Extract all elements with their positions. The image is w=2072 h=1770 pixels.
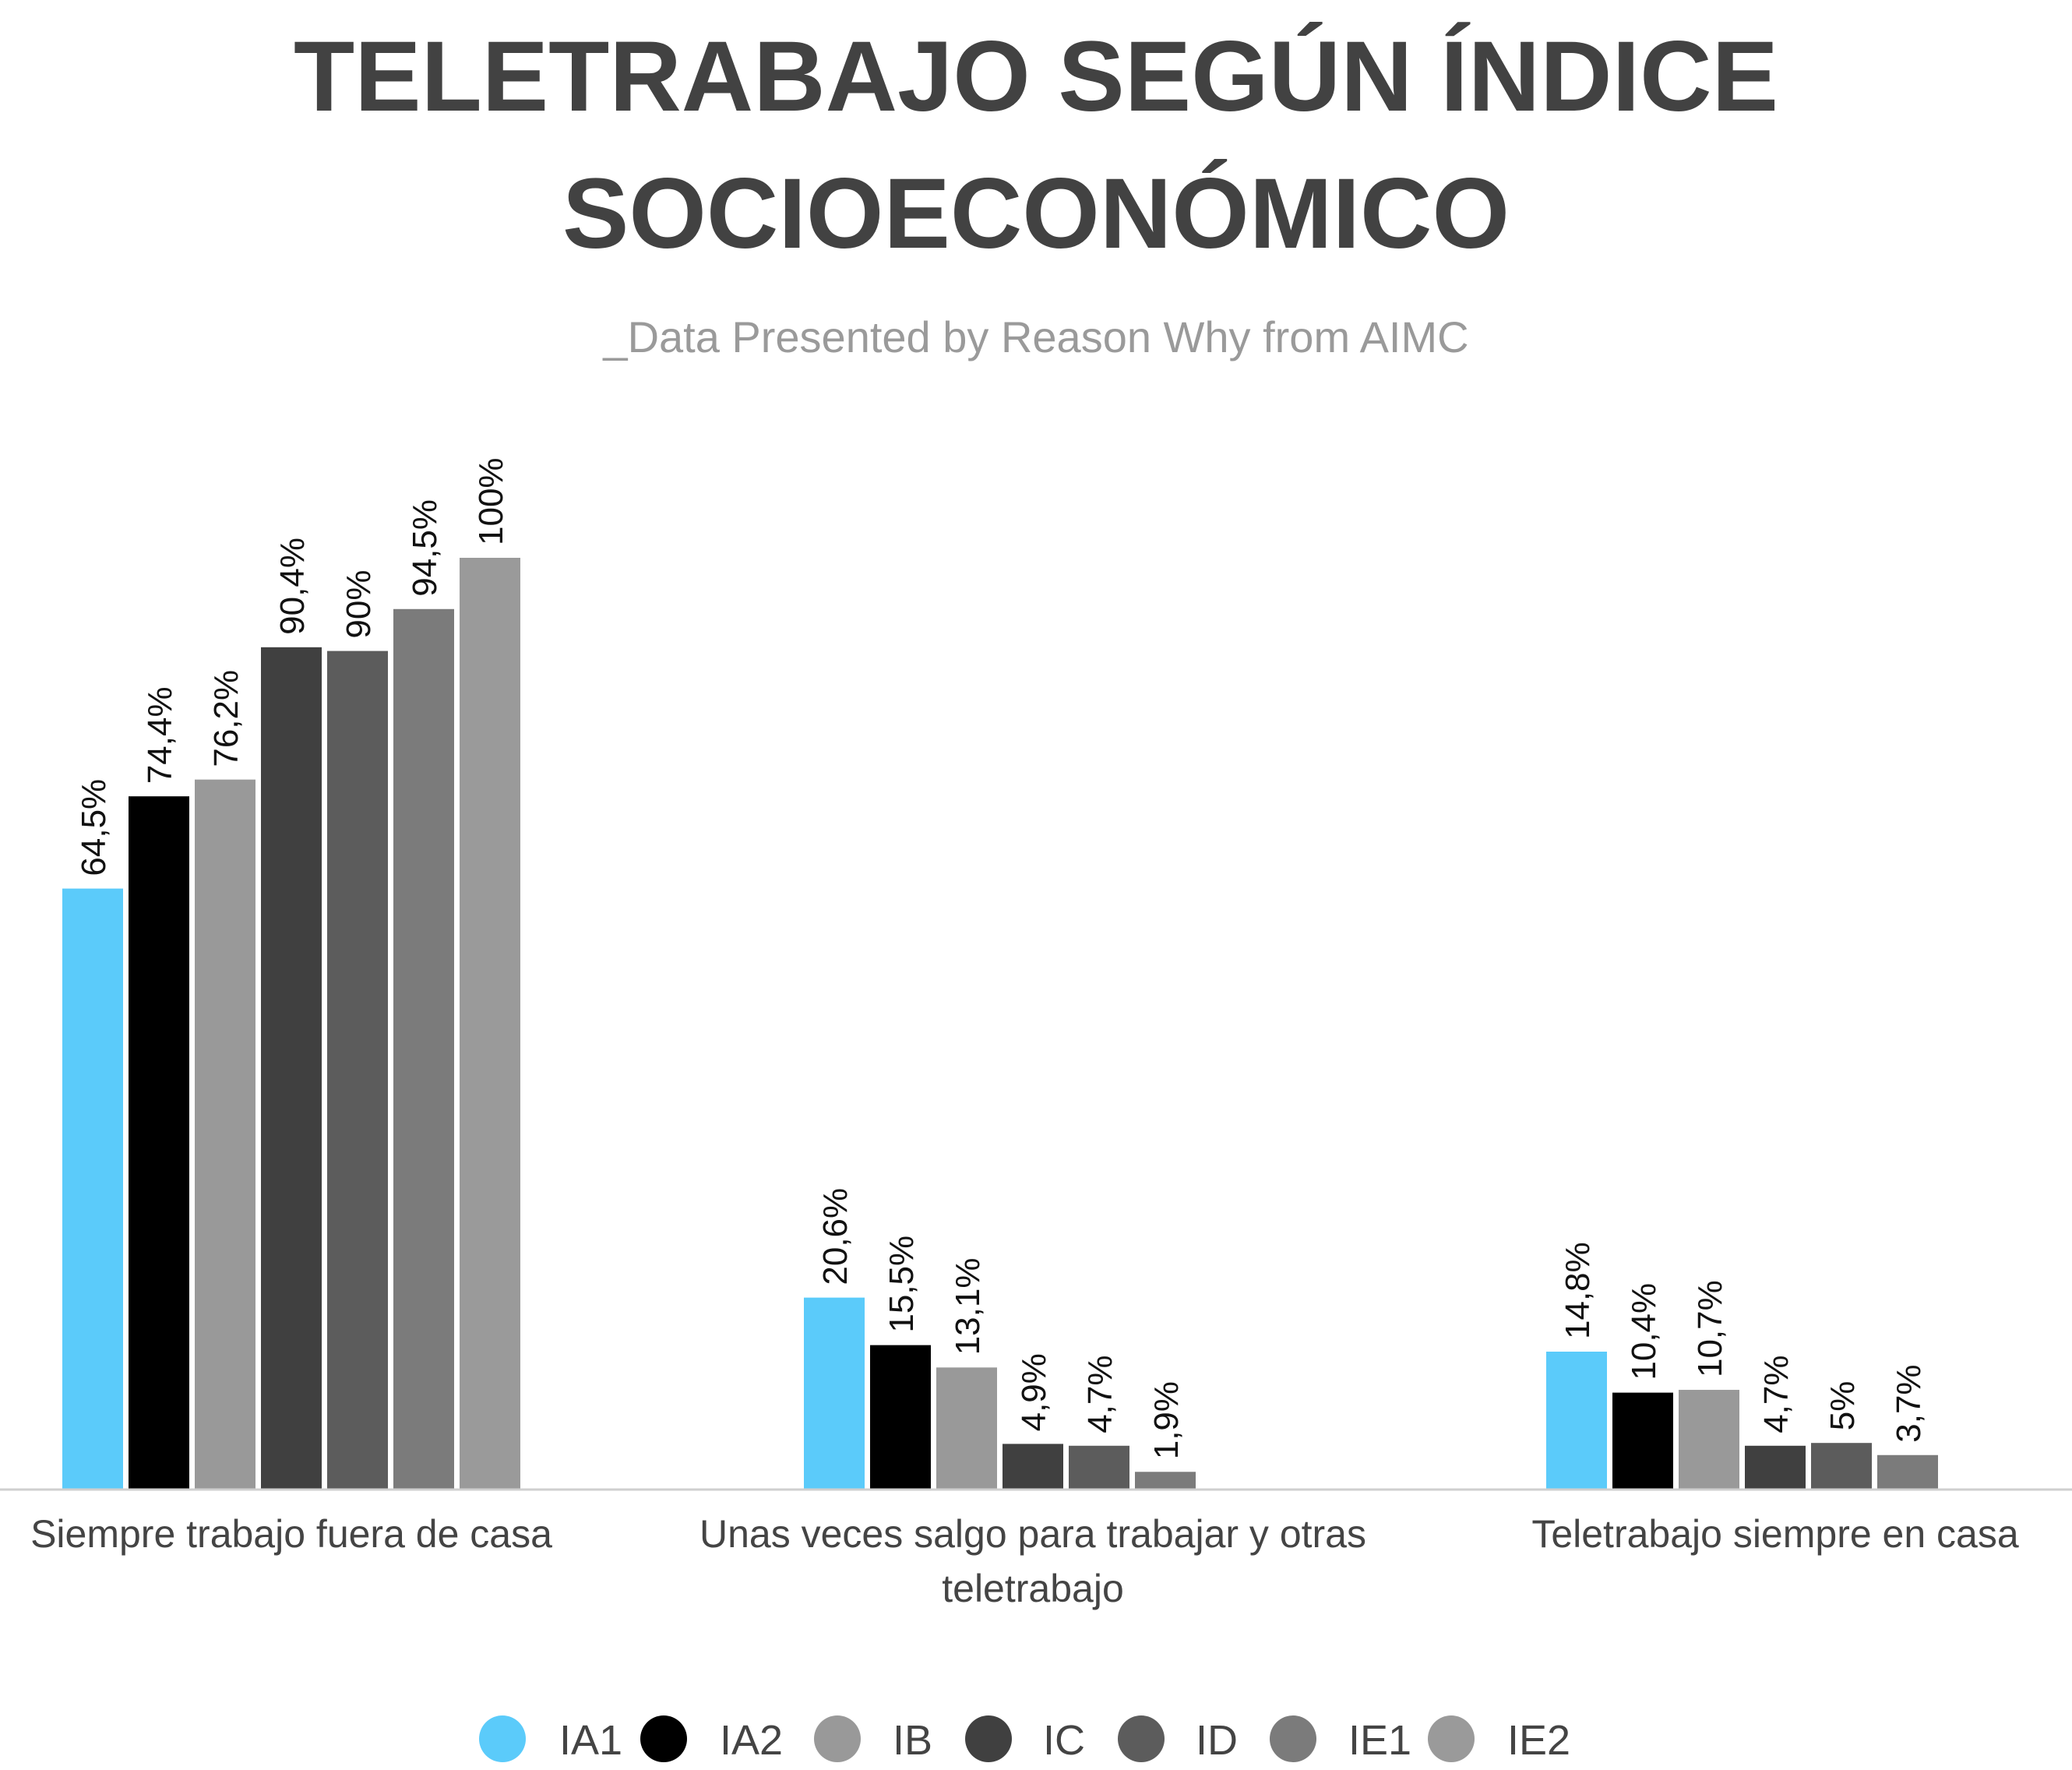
value-label-ic-cat-1: 90,4%	[273, 538, 312, 635]
legend-label-ia1: IA1	[559, 1717, 622, 1764]
legend-label-ie1: IE1	[1348, 1717, 1411, 1764]
chart-title-line-2: SOCIOECONÓMICO	[562, 158, 1510, 270]
category-label-1: Siempre trabajo fuera de casa	[30, 1512, 552, 1556]
category-label-3: Teletrabajo siempre en casa	[1531, 1512, 2019, 1556]
value-label-ic-cat-3: 4,7%	[1757, 1355, 1795, 1433]
legend-swatch-ib	[814, 1715, 861, 1762]
bar-ie1-cat-3	[1877, 1454, 1938, 1490]
category-label-2-line-1: Unas veces salgo para trabajar y otras	[699, 1512, 1366, 1556]
legend-swatch-ie2	[1428, 1715, 1475, 1762]
legend-swatch-ie1	[1270, 1715, 1316, 1762]
legend-label-id: ID	[1196, 1717, 1238, 1764]
category-labels: Siempre trabajo fuera de casa Unas veces …	[30, 1512, 2019, 1610]
bar-id-cat-2	[1069, 1445, 1129, 1490]
value-label-ib-cat-3: 10,7%	[1691, 1280, 1729, 1377]
legend-label-ib: IB	[893, 1717, 932, 1764]
bar-ic-cat-3	[1745, 1445, 1806, 1490]
bar-ie2-cat-1	[460, 558, 520, 1490]
value-label-id-cat-3: 5%	[1824, 1381, 1862, 1431]
bar-ia2-cat-3	[1612, 1392, 1673, 1490]
chart-subtitle: _Data Presented by Reason Why from AIMC	[602, 312, 1468, 361]
bar-ie1-cat-2	[1135, 1472, 1196, 1490]
legend-label-ic: IC	[1043, 1717, 1085, 1764]
value-label-ie1-cat-1: 94,5%	[406, 499, 444, 597]
legend-swatch-ia2	[640, 1715, 687, 1762]
legend-label-ia2: IA2	[720, 1717, 783, 1764]
value-label-ia2-cat-2: 15,5%	[883, 1236, 921, 1333]
value-label-ic-cat-2: 4,9%	[1015, 1353, 1053, 1431]
bar-id-cat-3	[1811, 1443, 1872, 1490]
value-label-ie2-cat-1: 100%	[472, 457, 510, 545]
category-label-2-line-2: teletrabajo	[942, 1567, 1124, 1610]
value-label-ia1-cat-2: 20,6%	[816, 1188, 855, 1285]
bar-ia2-cat-1	[129, 796, 189, 1490]
legend: IA1 IA2 IB IC ID IE1 IE2	[479, 1715, 1570, 1764]
value-label-ia2-cat-1: 74,4%	[141, 686, 179, 784]
bar-ic-cat-1	[261, 647, 322, 1490]
bar-ia1-cat-2	[804, 1297, 865, 1490]
bar-ie1-cat-1	[393, 608, 454, 1490]
value-label-id-cat-1: 90%	[340, 570, 378, 639]
value-label-ib-cat-2: 13,1%	[949, 1258, 987, 1356]
value-label-ib-cat-1: 76,2%	[207, 670, 245, 767]
legend-swatch-ic	[965, 1715, 1012, 1762]
bar-ia2-cat-2	[870, 1345, 931, 1490]
bar-id-cat-1	[327, 651, 388, 1490]
legend-label-ie2: IE2	[1507, 1717, 1570, 1764]
legend-swatch-ia1	[479, 1715, 526, 1762]
bar-ic-cat-2	[1003, 1444, 1063, 1490]
chart-title-line-1: TELETRABAJO SEGÚN ÍNDICE	[294, 21, 1778, 132]
value-label-ia1-cat-1: 64,5%	[75, 779, 113, 876]
value-label-ie1-cat-3: 3,7%	[1890, 1364, 1928, 1442]
bar-ia1-cat-3	[1546, 1351, 1607, 1490]
bar-ib-cat-3	[1679, 1390, 1739, 1490]
bar-ia1-cat-1	[62, 888, 123, 1490]
legend-swatch-id	[1118, 1715, 1165, 1762]
value-label-ia1-cat-3: 14,8%	[1559, 1242, 1597, 1339]
value-label-id-cat-2: 4,7%	[1081, 1355, 1119, 1433]
value-label-ia2-cat-3: 10,4%	[1625, 1283, 1663, 1380]
bar-ib-cat-2	[936, 1367, 997, 1490]
bar-ib-cat-1	[195, 779, 255, 1490]
bars-layer: 64,5% 20,6% 14,8% 74,4% 15,5% 10,4% 76,2% 13,1%…	[62, 457, 1938, 1490]
value-label-ie1-cat-2: 1,9%	[1147, 1381, 1186, 1459]
